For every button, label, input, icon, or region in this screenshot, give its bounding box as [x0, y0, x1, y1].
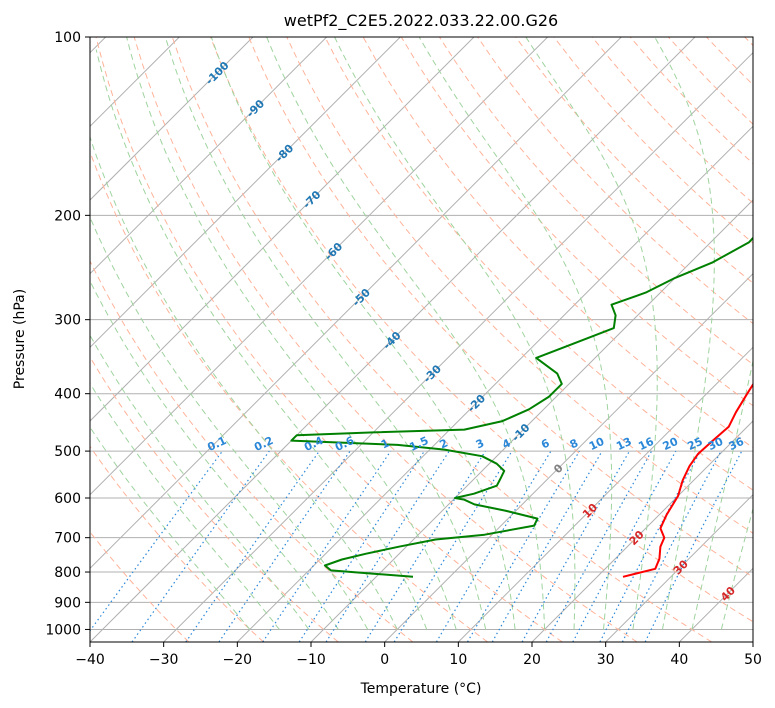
- y-axis: 1000 900 800 700 600 500 400 300 200 100: [45, 30, 90, 638]
- moist-adiabat: [654, 37, 715, 630]
- isotherm-line: [90, 37, 549, 496]
- isotherm-line: [236, 125, 753, 642]
- moist-adiabat: [334, 37, 576, 630]
- mixing-ratio-line: [325, 450, 450, 642]
- dry-adiabat: [286, 37, 753, 534]
- y-tick-label: 800: [54, 565, 81, 581]
- x-axis: −40 −30 −20 −10 0 10 20 30 40 50: [75, 642, 762, 668]
- mixing-ratio-line: [572, 450, 677, 642]
- x-axis-title: Temperature (°C): [360, 681, 482, 697]
- mixing-ratio-line: [185, 450, 320, 642]
- isotherm-line: [310, 199, 753, 642]
- mixing-ratio-label: 36: [727, 435, 747, 453]
- isotherm-line: [90, 37, 402, 349]
- moist-adiabat: [90, 215, 369, 630]
- isotherm-line: [605, 493, 753, 642]
- temperature-profile: [622, 382, 753, 578]
- y-tick-label: 500: [54, 444, 81, 460]
- moist-adiabat: [126, 37, 457, 630]
- moist-adiabat: [210, 37, 516, 630]
- mixing-ratio-line: [599, 450, 702, 642]
- y-tick-label: 1000: [45, 622, 81, 638]
- x-tick-label: 20: [523, 652, 541, 668]
- mixing-ratio-line: [466, 450, 580, 642]
- x-tick-label: 10: [449, 652, 467, 668]
- mixing-ratio-line: [262, 450, 392, 642]
- moist-adiabat: [90, 279, 339, 630]
- moist-adiabat: [95, 49, 428, 630]
- x-tick-label: −10: [296, 652, 326, 668]
- y-axis-title: Pressure (hPa): [12, 289, 28, 389]
- dry-adiabat: [248, 37, 753, 578]
- moist-adiabat: [90, 135, 398, 630]
- moist-adiabat: [266, 37, 546, 630]
- mixing-ratio-label: 30: [706, 435, 726, 453]
- isotherm-line: [90, 37, 696, 642]
- isotherm-line: [90, 37, 254, 201]
- moist-adiabat: [90, 334, 310, 630]
- moist-adiabat: [720, 506, 753, 630]
- moist-adiabat: [164, 37, 487, 630]
- y-tick-label: 100: [54, 30, 81, 46]
- mixing-ratio-line: [393, 450, 513, 642]
- x-tick-label: −30: [149, 652, 179, 668]
- y-tick-label: 700: [54, 531, 81, 547]
- y-tick-label: 400: [54, 387, 81, 403]
- chart-title: wetPf2_C2E5.2022.033.22.00.G26: [284, 11, 558, 31]
- y-tick-label: 900: [54, 595, 81, 611]
- moist-adiabat: [691, 358, 753, 630]
- x-tick-label: 0: [380, 652, 389, 668]
- x-tick-label: 50: [744, 652, 762, 668]
- x-tick-label: −20: [223, 652, 253, 668]
- dry-adiabat: [324, 37, 753, 491]
- mixing-ratio-line: [218, 450, 351, 642]
- isotherm-line: [90, 37, 328, 275]
- moist-adiabat: [418, 37, 613, 630]
- dry-adiabat: [95, 37, 563, 642]
- mixing-ratio-line: [364, 450, 486, 642]
- mixing-ratio-label: 20: [661, 435, 681, 453]
- isotherm-line: [531, 420, 753, 642]
- x-tick-label: 40: [670, 652, 688, 668]
- mixing-ratio-line: [298, 450, 425, 642]
- dry-adiabat: [90, 445, 264, 642]
- moist-adiabat: [525, 37, 658, 630]
- y-tick-label: 600: [54, 491, 81, 507]
- plot-area: [90, 37, 753, 642]
- moist-adiabat: [90, 382, 280, 630]
- mixing-ratio-label: 13: [614, 435, 633, 453]
- dry-adiabat: [90, 259, 414, 642]
- x-tick-label: −40: [75, 652, 105, 668]
- mixing-ratio-line: [435, 450, 552, 642]
- isotherm-line: [90, 37, 623, 570]
- isotherm-line: [384, 272, 753, 642]
- mixing-ratio-label: 16: [636, 435, 656, 453]
- isotherm-line: [163, 51, 753, 642]
- dry-adiabat: [515, 37, 753, 284]
- dry-adiabat: [210, 37, 753, 623]
- mixing-ratio-label: 10: [587, 435, 607, 453]
- x-tick-label: 30: [597, 652, 615, 668]
- mixing-ratio-label: 25: [685, 435, 704, 453]
- plot-frame: [89, 36, 754, 643]
- y-tick-label: 200: [54, 208, 81, 224]
- dewpoint-profile: [290, 236, 753, 578]
- y-tick-label: 300: [54, 313, 81, 329]
- dry-adiabat: [171, 37, 712, 642]
